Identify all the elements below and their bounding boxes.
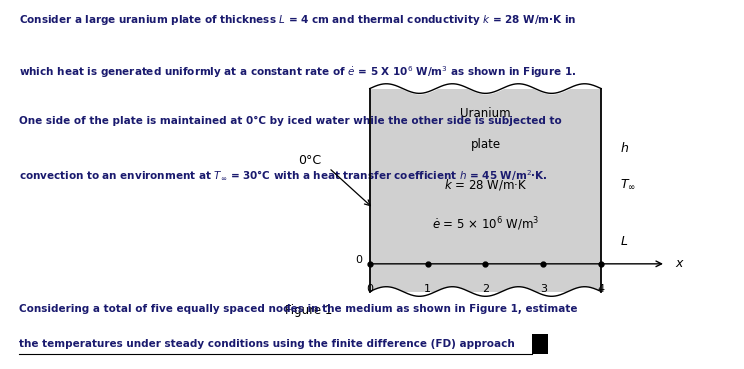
Text: $L$: $L$ (620, 235, 628, 248)
Text: 0: 0 (366, 284, 373, 294)
Text: 4: 4 (597, 284, 605, 294)
Text: 0: 0 (356, 255, 362, 265)
Bar (370, 89, 601, 292)
Text: $h$: $h$ (620, 141, 629, 155)
Text: 3: 3 (540, 284, 547, 294)
Text: 1: 1 (424, 284, 431, 294)
Text: $\dot{e}$ = 5 × 10$^6$ W/m$^3$: $\dot{e}$ = 5 × 10$^6$ W/m$^3$ (432, 216, 539, 234)
Text: $x$: $x$ (675, 257, 684, 270)
Text: Figure 1: Figure 1 (285, 304, 333, 317)
Text: One side of the plate is maintained at 0°C by iced water while the other side is: One side of the plate is maintained at 0… (19, 116, 562, 126)
Text: 2: 2 (482, 284, 489, 294)
Text: 0°C: 0°C (298, 154, 321, 167)
Text: the temperatures under steady conditions using the finite difference (FD) approa: the temperatures under steady conditions… (19, 339, 514, 349)
Text: Uranium: Uranium (460, 107, 511, 120)
Text: which heat is generated uniformly at a constant rate of $\dot{e}$ = 5 X 10$^6$ W: which heat is generated uniformly at a c… (19, 65, 576, 80)
Text: $T_\infty$: $T_\infty$ (620, 178, 636, 191)
Bar (532, 334, 548, 354)
Text: Consider a large uranium plate of thickness $L$ = 4 cm and thermal conductivity : Consider a large uranium plate of thickn… (19, 13, 576, 27)
Text: plate: plate (470, 138, 501, 151)
Text: convection to an environment at $T_\infty$ = 30°C with a heat transfer coefficie: convection to an environment at $T_\inft… (19, 168, 548, 182)
Text: Considering a total of five equally spaced nodes in the medium as shown in Figur: Considering a total of five equally spac… (19, 304, 577, 314)
Text: $k$ = 28 W/m·K: $k$ = 28 W/m·K (443, 177, 527, 192)
